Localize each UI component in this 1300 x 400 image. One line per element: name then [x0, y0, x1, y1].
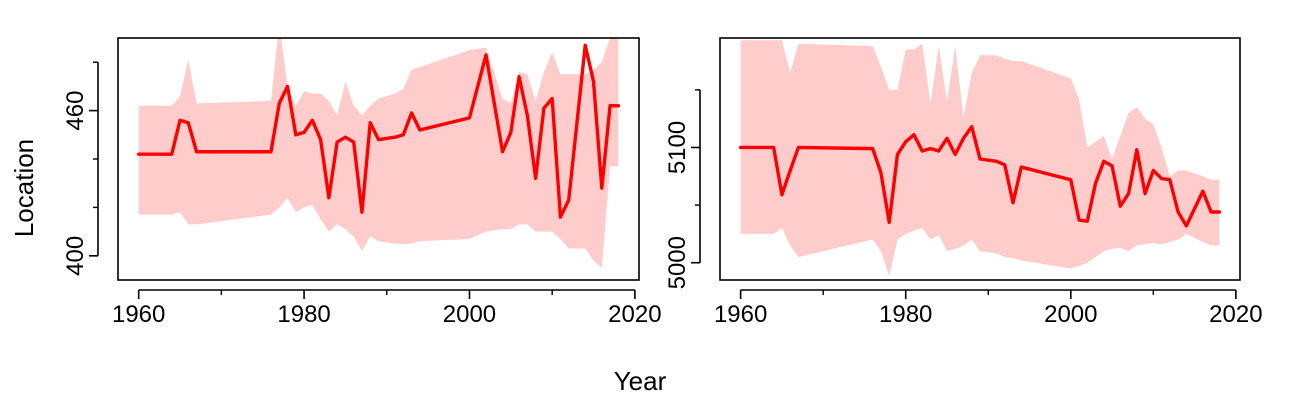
x-axis-title: Year [614, 366, 667, 396]
right-y-tick-label: 5100 [664, 121, 691, 174]
right-x-tick-label: 1960 [714, 301, 767, 328]
y-axis-title: Location [9, 139, 39, 237]
left-x-tick-label: 2000 [443, 301, 496, 328]
left-x-tick-label: 1980 [277, 301, 330, 328]
right-y-tick-label: 5000 [664, 236, 691, 289]
right-x-tick-label: 2000 [1044, 301, 1097, 328]
right-panel: 1960 1980 2000 2020 5000 5100 [664, 37, 1263, 328]
left-plot-frame [117, 37, 640, 281]
right-plot-frame [719, 37, 1241, 281]
left-y-tick-label: 460 [62, 91, 89, 131]
left-x-tick-label: 1960 [112, 301, 165, 328]
right-x-tick-label: 1980 [879, 301, 932, 328]
left-panel: 1960 1980 2000 2020 400 460 [62, 37, 662, 328]
right-location-line [738, 125, 1222, 228]
left-location-line [136, 43, 621, 219]
left-y-tick-label: 400 [62, 236, 89, 276]
left-confidence-band [138, 38, 619, 268]
left-x-tick-label: 2020 [608, 301, 661, 328]
right-x-tick-label: 2020 [1209, 301, 1262, 328]
